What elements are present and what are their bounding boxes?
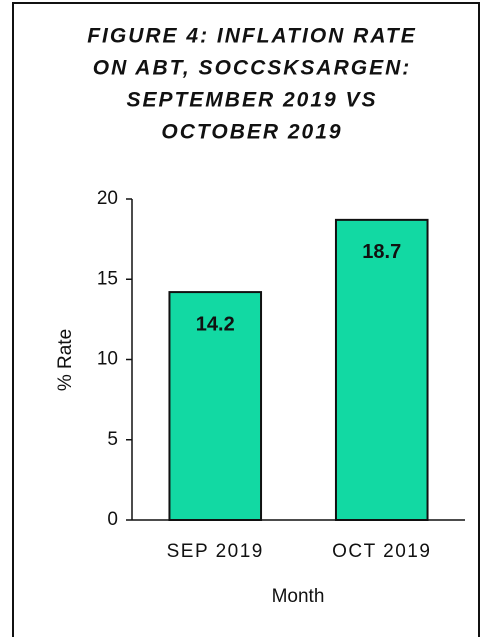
chart-title: ON ABT, SOCCSKSARGEN: [93,57,412,80]
x-tick-label: OCT 2019 [332,541,431,562]
data-label: 14.2 [196,313,235,335]
y-tick-label: 0 [107,509,118,530]
y-axis-label: % Rate [55,329,76,391]
y-tick-label: 5 [107,429,118,450]
chart-title: OCTOBER 2019 [161,121,342,144]
data-label: 18.7 [362,241,401,263]
x-tick-label: SEP 2019 [167,541,264,562]
chart-title: FIGURE 4: INFLATION RATE [87,25,417,48]
y-tick-label: 15 [97,268,118,289]
y-tick-label: 20 [97,188,118,209]
chart-title: SEPTEMBER 2019 VS [126,89,377,112]
y-tick-label: 10 [97,349,118,370]
x-axis-label: Month [272,586,325,607]
bar [334,218,429,522]
frame [12,2,480,637]
